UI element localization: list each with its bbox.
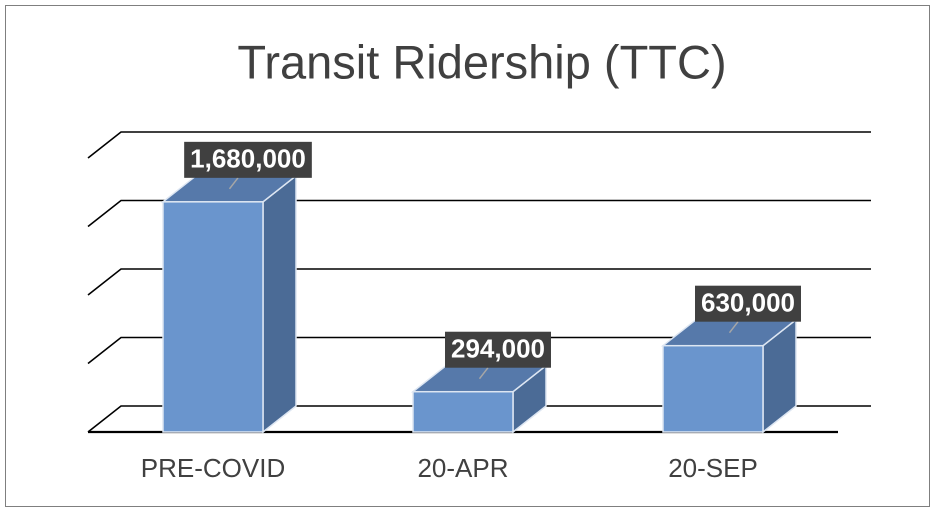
bar-side [262, 174, 297, 434]
grid-line [87, 199, 871, 228]
data-label: 294,000 [451, 334, 545, 364]
data-label-box [445, 331, 551, 368]
x-tick-label: 20-SEP [668, 453, 758, 483]
leader-line [728, 321, 739, 334]
data-label-box [695, 285, 801, 322]
bar [162, 201, 264, 433]
grid-line [87, 405, 871, 433]
x-tick-label: 20-APR [417, 453, 508, 483]
bar [412, 390, 514, 433]
data-label: 630,000 [701, 288, 795, 318]
grid-line [87, 131, 871, 159]
x-tick-label: PRE-COVID [141, 453, 285, 483]
leader-line [228, 177, 239, 190]
leader-line [478, 367, 489, 380]
data-label-box [184, 141, 312, 178]
data-label: 1,680,000 [190, 144, 306, 174]
grid-line [87, 268, 871, 296]
bar [662, 344, 764, 433]
chart-title: Transit Ridership (TTC) [237, 35, 726, 88]
grid-line [87, 336, 871, 365]
